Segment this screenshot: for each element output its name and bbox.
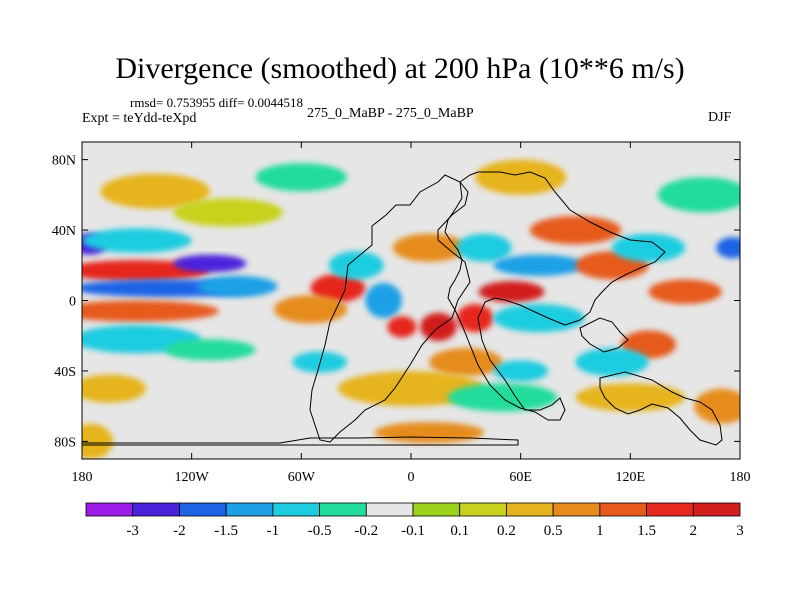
field-feature-24 — [493, 254, 585, 276]
field-feature-13 — [82, 423, 113, 459]
field-feature-7 — [197, 275, 278, 297]
field-feature-16 — [328, 251, 384, 280]
colorbar-label-8: 0.2 — [497, 523, 516, 539]
colorbar-swatch-7 — [412, 502, 461, 517]
field-feature-33 — [429, 348, 503, 377]
colorbar-swatch-8 — [459, 502, 507, 517]
field-feature-23 — [478, 281, 545, 303]
colorbar-label-7: 0.1 — [450, 523, 469, 539]
field-feature-15 — [273, 295, 348, 324]
colorbar-swatch-6 — [365, 502, 414, 517]
subtitle: 275_0_MaBP - 275_0_MaBP — [307, 106, 474, 121]
field-feature-12 — [82, 374, 146, 403]
field-feature-25 — [493, 304, 585, 333]
x-tick-label-1: 120W — [175, 470, 210, 485]
y-tick-label-2: 0 — [69, 295, 76, 310]
field-feature-41 — [657, 177, 740, 213]
field-feature-22 — [456, 233, 512, 262]
colorbar-label-3: -1 — [267, 523, 280, 539]
field-feature-27 — [475, 159, 567, 195]
field-feature-1 — [716, 237, 740, 259]
stats-line: rmsd= 0.753955 diff= 0.0044518 — [130, 95, 303, 110]
field-feature-26 — [529, 216, 622, 245]
colorbar-label-13: 3 — [736, 523, 744, 539]
colorbar-swatch-1 — [132, 502, 180, 517]
field-feature-10 — [100, 173, 210, 209]
colorbar-swatch-3 — [225, 502, 274, 517]
continent-outlines — [82, 171, 723, 446]
experiment-label: Expt = teYdd-teXpd — [82, 111, 197, 126]
colorbar-swatch-11 — [599, 502, 647, 517]
colorbar-label-2: -1.5 — [214, 523, 238, 539]
x-tick-label-0: 180 — [72, 470, 93, 485]
coastline-americas — [309, 174, 471, 443]
x-tick-label-6: 180 — [730, 470, 751, 485]
colorbar-swatch-10 — [552, 502, 601, 517]
field-feature-21 — [392, 233, 466, 262]
colorbar-label-5: -0.2 — [354, 523, 378, 539]
x-tick-label-2: 60W — [288, 470, 316, 485]
colorbar-label-9: 0.5 — [544, 523, 563, 539]
field-feature-40 — [694, 388, 740, 424]
field-feature-34 — [493, 360, 549, 382]
field-feature-35 — [292, 351, 347, 373]
chart-title: Divergence (smoothed) at 200 hPa (10**6 … — [115, 52, 685, 85]
x-tick-label-5: 120E — [616, 470, 646, 485]
colorbar-label-11: 1.5 — [637, 523, 656, 539]
field-feature-9 — [164, 339, 256, 361]
colorbar-label-0: -3 — [126, 523, 139, 539]
coastline-eurasia-africa — [444, 171, 666, 421]
field-feature-42 — [255, 163, 347, 192]
colorbar-swatch-13 — [692, 502, 741, 517]
colorbar-label-12: 2 — [690, 523, 698, 539]
coastline-indonesia — [579, 317, 629, 353]
field-feature-14 — [310, 274, 366, 303]
field-feature-32 — [575, 348, 649, 377]
colorbar: -3 -2 -1.5 -1 -0.5 -0.2 -0.1 0.1 0.2 0.5 1 1.5 2 3 — [85, 502, 744, 539]
x-tick-label-4: 60E — [509, 470, 532, 485]
season-label: DJF — [708, 110, 732, 125]
colorbar-label-6: -0.1 — [401, 523, 425, 539]
colorbar-swatch-5 — [319, 502, 367, 517]
y-tick-label-0: 80N — [52, 154, 76, 169]
field-feature-6 — [173, 254, 247, 273]
colorbar-label-10: 1 — [596, 523, 604, 539]
coastline-antarctica — [82, 436, 519, 446]
field-feature-2 — [82, 228, 192, 253]
field-feature-19 — [420, 312, 457, 341]
y-tick-label-4: 80S — [54, 435, 76, 450]
field-feature-39 — [575, 383, 686, 412]
colorbar-swatch-4 — [272, 502, 320, 517]
colorbar-swatch-0 — [85, 502, 134, 517]
x-tick-label-3: 0 — [408, 470, 415, 485]
field-feature-17 — [365, 282, 402, 319]
field-feature-20 — [456, 304, 494, 333]
y-tick-label-3: 40S — [54, 365, 76, 380]
coastline-australia — [599, 371, 723, 446]
colorbar-swatch-12 — [646, 502, 694, 517]
field-feature-18 — [387, 316, 417, 338]
field-feature-30 — [648, 279, 722, 305]
field-feature-5 — [82, 300, 220, 322]
colorbar-label-4: -0.5 — [308, 523, 332, 539]
axes: 180 120W 60W 0 60E 120E 180 80N 40N 0 40S 80S — [52, 142, 751, 485]
colorbar-swatch-9 — [506, 502, 554, 517]
field-feature-29 — [612, 233, 686, 262]
colorbar-label-1: -2 — [173, 523, 186, 539]
field-feature-11 — [173, 198, 283, 227]
field-feature-38 — [374, 422, 485, 444]
colorbar-swatch-2 — [179, 502, 227, 517]
field-feature-36 — [337, 371, 485, 407]
y-tick-label-1: 40N — [52, 224, 76, 239]
